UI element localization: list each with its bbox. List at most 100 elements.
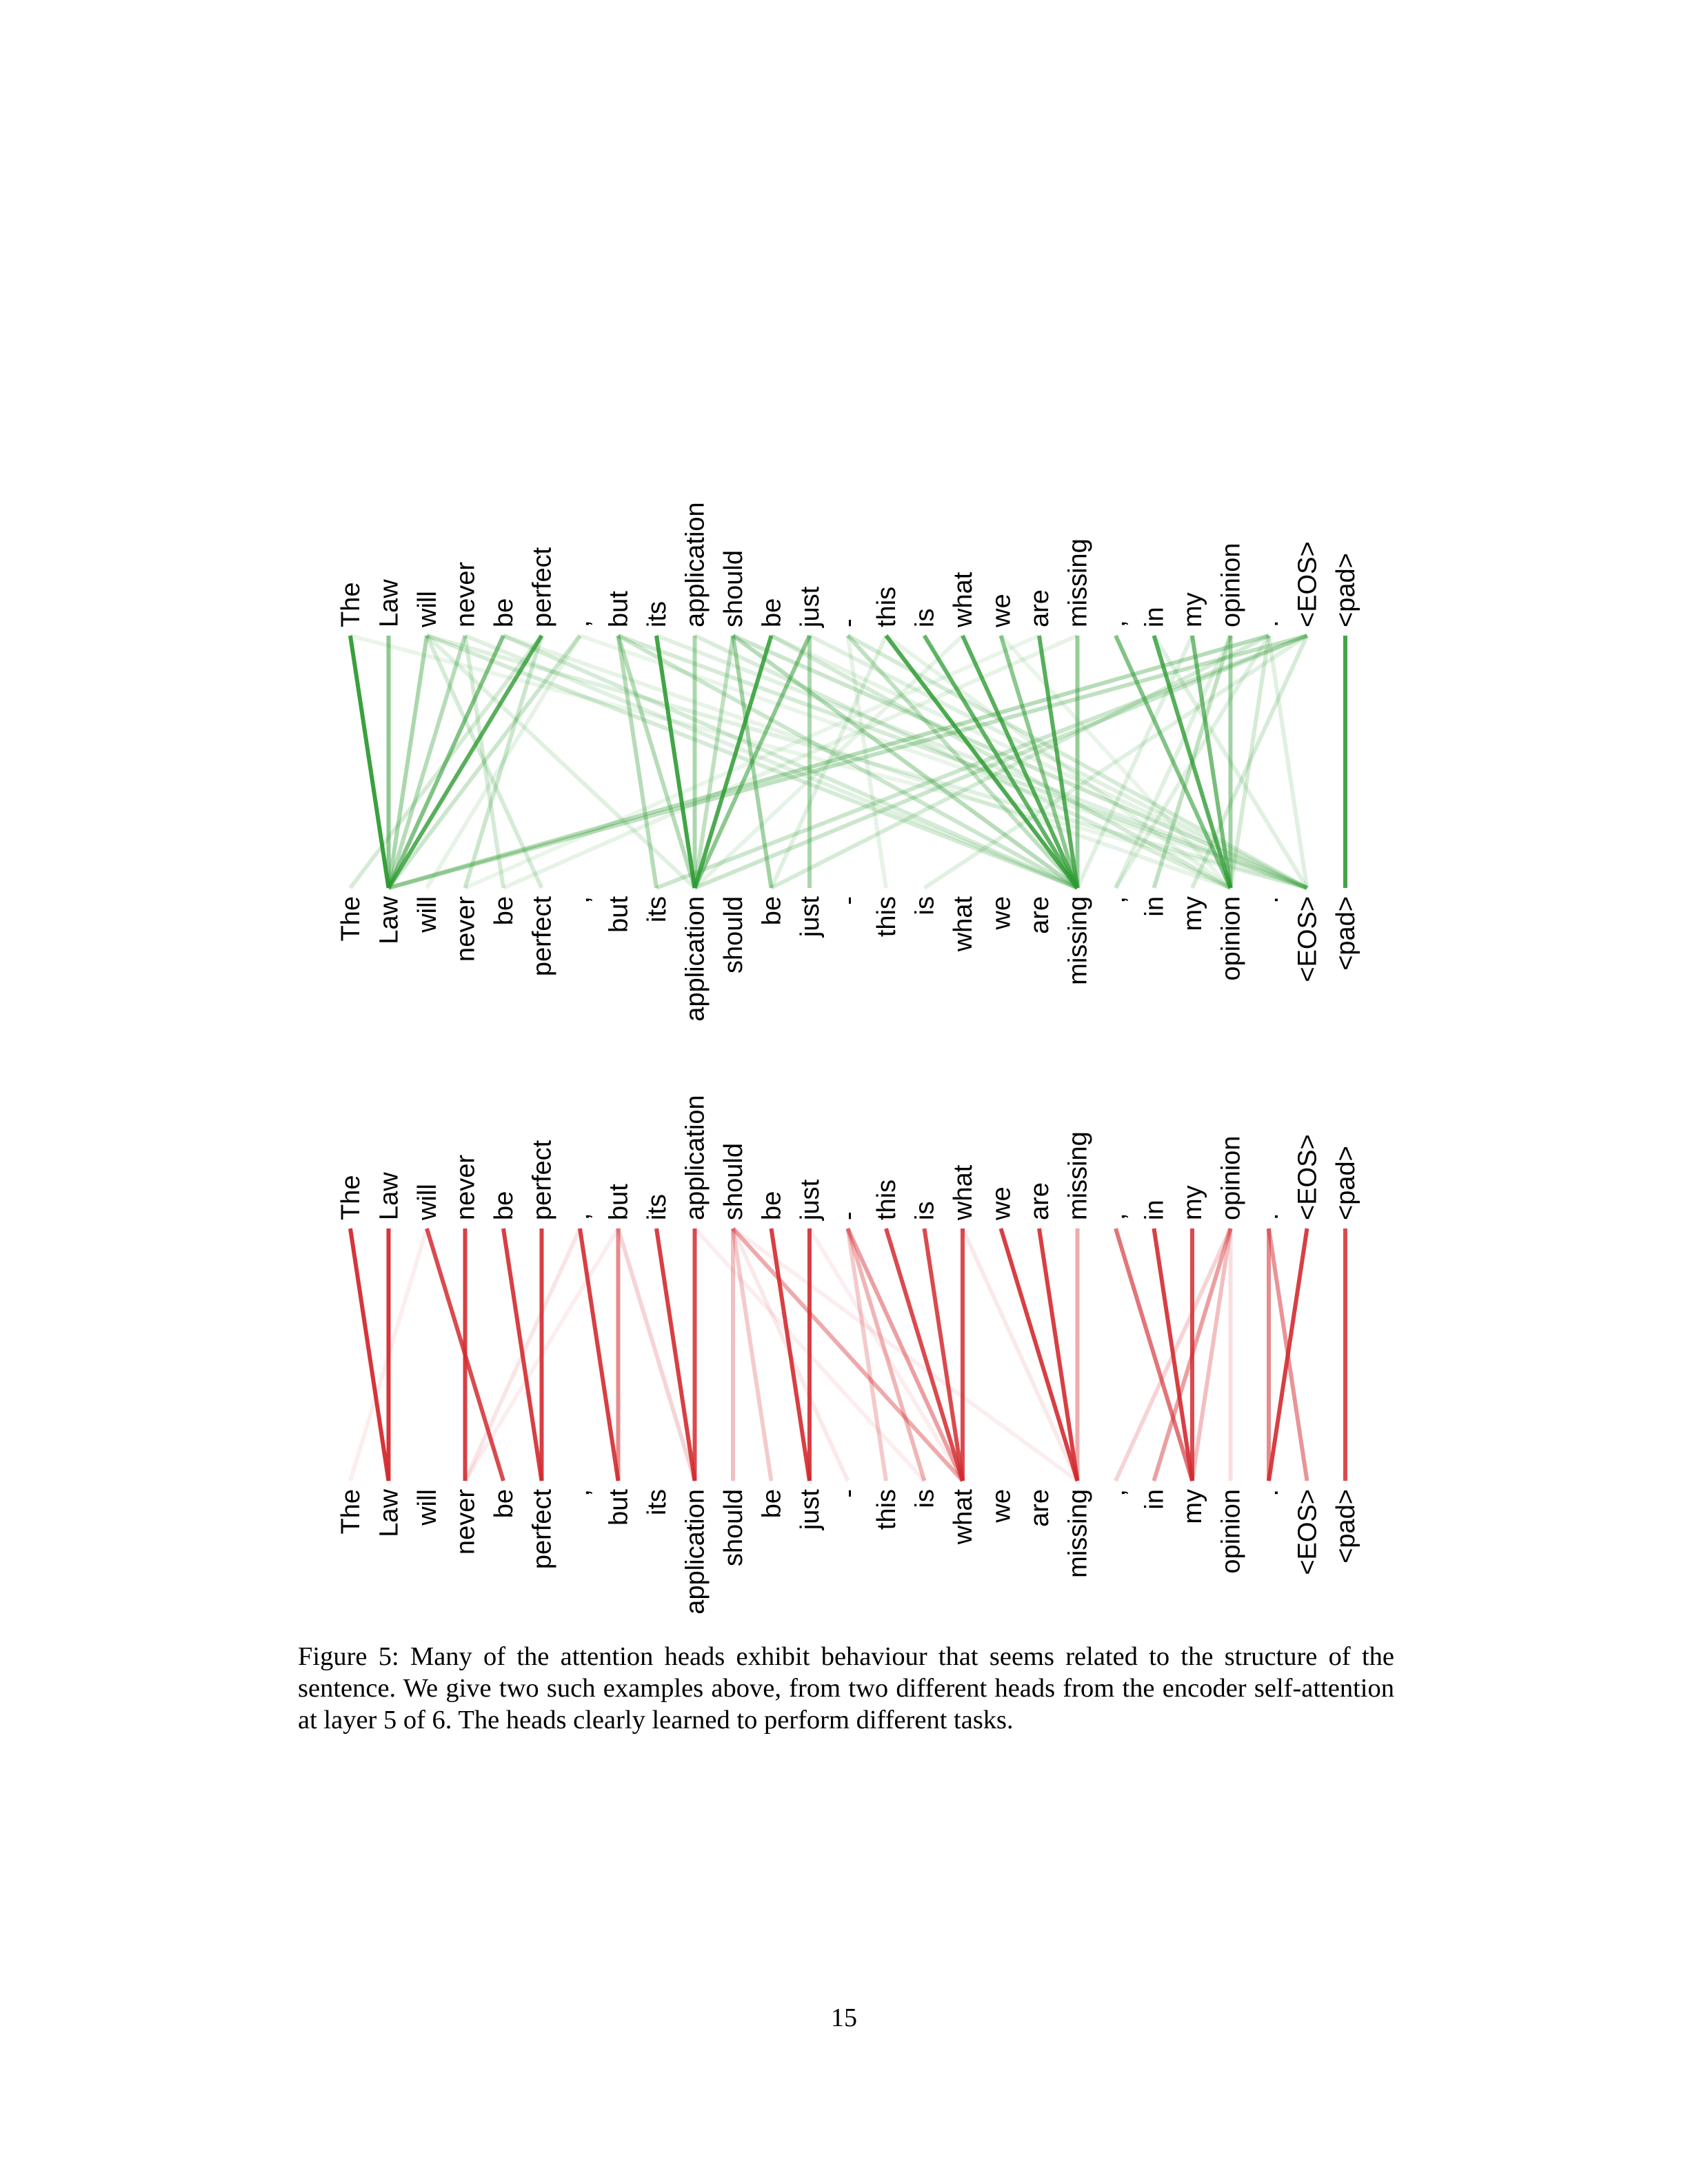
attention-edge-application-is — [693, 1226, 926, 1483]
attention-edge-my-missing — [1075, 634, 1194, 889]
bottom-token-label: perfect — [528, 1489, 557, 1570]
top-token-label: . — [1255, 1213, 1284, 1220]
top-token-label: we — [987, 594, 1016, 628]
top-token-label: The — [336, 583, 365, 627]
attention-edge-eos-is — [923, 634, 1309, 890]
attention-edge-never-law — [386, 635, 468, 889]
bottom-token-label: will — [413, 896, 442, 933]
attention-edge-but-application — [616, 1228, 697, 1482]
attention-edge-this-what — [884, 1228, 965, 1482]
attention-edge-opinion-my — [1190, 1228, 1233, 1482]
bottom-token-label: <EOS> — [1294, 896, 1323, 982]
top-token-label: never — [452, 1155, 481, 1220]
top-token-label: its — [643, 1194, 672, 1220]
top-token-label: perfect — [528, 547, 557, 627]
bottom-token-label: is — [911, 896, 940, 915]
attention-edge-eos-my — [1190, 634, 1309, 889]
attention-edge--eos — [1267, 1228, 1309, 1482]
bottom-token-label: its — [643, 1489, 672, 1515]
attention-edge-perfect-never — [463, 635, 544, 889]
bottom-token-label: <pad> — [1332, 896, 1360, 971]
attention-edge-are-missing — [1037, 635, 1080, 889]
bottom-token-label: perfect — [528, 896, 557, 977]
top-token-label: should — [719, 1143, 748, 1220]
attention-edge--law — [388, 634, 1269, 890]
bottom-token-label: , — [566, 1489, 595, 1497]
attention-edge-are-missing — [1037, 1228, 1080, 1482]
top-token-label: - — [834, 618, 863, 627]
top-token-label: application — [681, 502, 710, 627]
top-token-label: just — [796, 1179, 825, 1221]
attention-edge--be — [770, 634, 1270, 890]
bottom-token-label: my — [1178, 896, 1207, 931]
top-token-label: my — [1178, 1185, 1207, 1220]
top-token-label: what — [949, 572, 978, 628]
figure-caption: Figure 5: Many of the attention heads ex… — [298, 1642, 1394, 1735]
attention-edge-perfect-law — [386, 634, 544, 889]
attention-edge-eos-its — [655, 634, 1308, 890]
attention-edge-in-opinion — [1152, 635, 1233, 889]
attention-edge-opinion-in — [1152, 635, 1233, 889]
top-token-label: opinion — [1217, 543, 1246, 627]
attention-figure-red: TheTheLawLawwillwillneverneverbebeperfec… — [336, 1095, 1360, 1614]
top-token-label: , — [566, 620, 595, 627]
attention-edge-perfect-the — [348, 634, 543, 889]
attention-figure-green: TheTheLawLawwillwillneverneverbebeperfec… — [336, 502, 1360, 1021]
attention-edge--is — [845, 1228, 927, 1482]
top-token-label: just — [796, 586, 825, 628]
attention-edge-eos-application — [694, 634, 1308, 890]
top-token-label: my — [1178, 592, 1207, 627]
bottom-token-label: what — [949, 896, 978, 953]
bottom-token-label: never — [452, 896, 481, 962]
attention-edge-what-application — [693, 634, 965, 890]
attention-edge-will-law — [386, 635, 429, 889]
attention-edge-will-eos — [426, 634, 1308, 890]
attention-edge-in-eos — [1152, 634, 1309, 889]
attention-edge--missing — [846, 634, 1079, 890]
attention-edge-will-perfect — [425, 634, 544, 889]
top-token-label: will — [413, 591, 442, 628]
top-token-label: <pad> — [1332, 1146, 1360, 1220]
top-token-label: but — [605, 1184, 634, 1220]
top-token-label: , — [1102, 1213, 1131, 1220]
attention-edge-should-what — [731, 1226, 965, 1483]
bottom-token-label: , — [1102, 1489, 1131, 1497]
attention-edge-should-be — [731, 1228, 774, 1482]
top-token-label: but — [605, 591, 634, 627]
bottom-token-label: missing — [1064, 1489, 1093, 1578]
top-token-label: be — [758, 598, 787, 627]
bottom-token-label: Law — [375, 1488, 404, 1537]
attention-edge-its-application — [654, 1228, 697, 1482]
top-token-label: we — [987, 1186, 1016, 1221]
top-token-label: perfect — [528, 1140, 557, 1220]
bottom-token-label: be — [490, 896, 519, 925]
bottom-token-label: Law — [375, 896, 404, 944]
top-token-label: be — [490, 598, 519, 627]
attention-edge-be-opinion — [503, 634, 1232, 890]
attention-edge--opinion — [1114, 634, 1233, 889]
attention-edge-opinion-in — [1152, 1228, 1233, 1482]
top-token-label: <EOS> — [1294, 1134, 1323, 1220]
attention-edge--opinion — [1228, 635, 1271, 889]
bottom-token-label: but — [605, 1489, 634, 1526]
top-token-label: in — [1141, 1200, 1169, 1220]
bottom-token-label: <pad> — [1332, 1489, 1360, 1564]
bottom-token-label: in — [1141, 1489, 1169, 1510]
top-token-label: its — [643, 601, 672, 627]
attention-edge-never-missing — [464, 634, 1078, 890]
attention-edge--but — [578, 1228, 621, 1482]
top-token-label: be — [490, 1191, 519, 1220]
bottom-token-label: - — [834, 896, 863, 905]
attention-edge-but-eos — [617, 634, 1308, 890]
top-token-label: . — [1255, 620, 1284, 627]
attention-edge-be-perfect — [501, 1228, 544, 1482]
attention-edge-application-opinion — [694, 634, 1232, 890]
bottom-token-label: never — [452, 1489, 481, 1555]
attention-edge-but-missing — [617, 634, 1078, 890]
bottom-token-label: , — [1102, 896, 1131, 904]
attention-edge-will-application — [425, 634, 696, 890]
bottom-token-label: this — [872, 1489, 901, 1530]
attention-edge-opinion- — [1114, 1227, 1233, 1482]
top-token-label: are — [1025, 589, 1054, 627]
